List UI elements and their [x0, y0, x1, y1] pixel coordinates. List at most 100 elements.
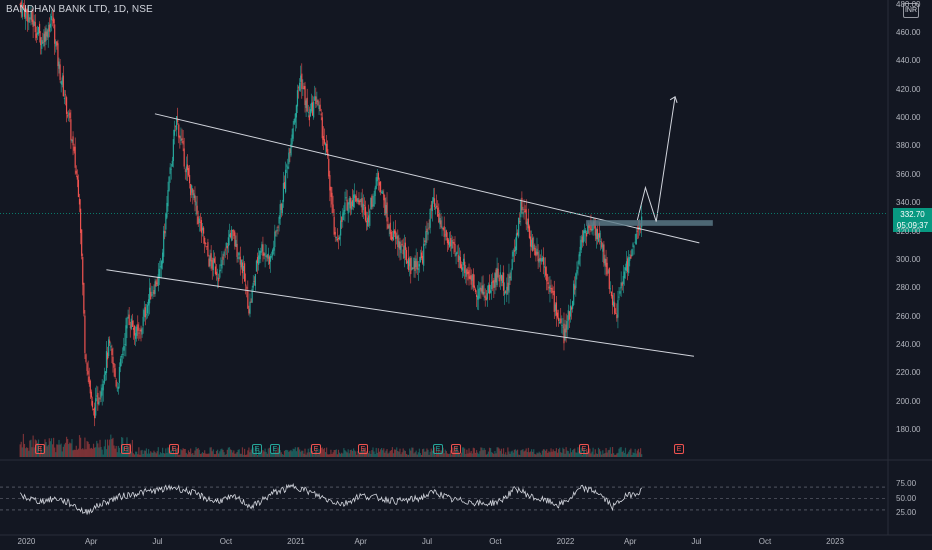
currency-badge[interactable]: INR	[903, 3, 919, 18]
volume-bar	[330, 449, 332, 457]
earnings-marker[interactable]: E	[674, 444, 684, 454]
volume-bar	[605, 448, 607, 457]
volume-bar	[424, 451, 426, 457]
volume-bar	[614, 454, 616, 457]
earnings-marker[interactable]: E	[579, 444, 589, 454]
volume-bar	[22, 433, 25, 457]
candle-body	[399, 241, 401, 250]
volume-bar	[116, 452, 118, 457]
earnings-marker[interactable]: E	[451, 444, 461, 454]
candle-body	[466, 269, 468, 275]
candle-body	[114, 368, 116, 378]
candle-body	[560, 318, 562, 323]
candle-body	[494, 273, 496, 288]
volume-bar	[370, 453, 372, 457]
volume-bar	[166, 452, 168, 457]
volume-bar	[263, 451, 265, 457]
volume-bar	[146, 453, 149, 457]
volume-bar	[92, 443, 95, 457]
candle-body	[19, 4, 21, 5]
volume-bar	[314, 452, 316, 457]
volume-bar	[535, 454, 537, 457]
volume-bar	[235, 453, 237, 457]
volume-bar	[113, 445, 115, 457]
symbol-title[interactable]: BANDHAN BANK LTD, 1D, NSE	[6, 4, 153, 15]
candle-body	[501, 275, 504, 283]
candle-body	[70, 119, 72, 141]
earnings-marker[interactable]: E	[311, 444, 321, 454]
candle-body	[539, 257, 541, 262]
candle-body	[113, 363, 115, 368]
earnings-marker[interactable]: E	[252, 444, 262, 454]
candle-body	[570, 307, 573, 310]
volume-bar	[552, 449, 554, 457]
volume-bar	[471, 453, 473, 457]
earnings-marker[interactable]: E	[35, 444, 45, 454]
volume-bar	[427, 449, 429, 457]
candle-body	[91, 401, 94, 408]
candle-body	[27, 8, 29, 22]
volume-bar	[477, 452, 479, 457]
candle-body	[524, 210, 526, 213]
volume-bar	[357, 451, 359, 457]
volume-bar	[344, 450, 346, 457]
candle-body	[443, 226, 445, 237]
earnings-marker[interactable]: E	[433, 444, 443, 454]
volume-bar	[172, 447, 174, 457]
candle-body	[34, 21, 36, 33]
volume-bar	[377, 448, 379, 457]
volume-bar	[524, 450, 526, 457]
volume-bar	[250, 449, 252, 457]
candle-body	[250, 301, 252, 303]
candle-body	[68, 113, 70, 115]
volume-bar	[625, 454, 628, 457]
candle-body	[343, 210, 345, 215]
candle-body	[321, 117, 323, 139]
candle-body	[249, 301, 251, 314]
volume-bar	[628, 451, 630, 457]
time-tick-label: 2022	[556, 537, 575, 546]
volume-bar	[133, 454, 136, 457]
candle-body	[387, 224, 389, 229]
candle-body	[340, 220, 342, 236]
volume-bar	[96, 440, 98, 457]
candle-body	[213, 258, 215, 263]
candle-body	[184, 170, 186, 172]
candle-body	[490, 290, 492, 293]
candle-body	[100, 391, 102, 398]
candle-body	[396, 236, 398, 239]
volume-bar	[412, 447, 414, 457]
candle-body	[453, 241, 455, 245]
volume-bar	[401, 452, 403, 457]
volume-bar	[473, 448, 476, 457]
volume-bar	[589, 448, 591, 457]
candle-body	[607, 271, 609, 273]
candle-body	[266, 255, 268, 258]
earnings-marker[interactable]: E	[270, 444, 280, 454]
price-tick-label: 220.00	[896, 368, 921, 378]
candle-body	[420, 252, 423, 259]
volume-bar	[64, 442, 67, 457]
volume-bar	[527, 447, 529, 457]
candle-body	[265, 256, 267, 257]
price-tick-label: 340.00	[896, 198, 921, 208]
earnings-marker[interactable]: E	[121, 444, 131, 454]
candle-body	[273, 247, 275, 251]
candle-body	[542, 256, 545, 265]
candle-body	[46, 31, 48, 37]
volume-bar	[23, 443, 26, 457]
candle-body	[278, 216, 280, 224]
candle-body	[410, 257, 412, 275]
candle-body	[317, 99, 319, 106]
volume-bar	[136, 451, 138, 457]
candle-body	[112, 356, 114, 365]
earnings-marker[interactable]: E	[169, 444, 179, 454]
candle-body	[408, 257, 410, 271]
earnings-marker[interactable]: E	[358, 444, 368, 454]
projection-arrowhead	[669, 96, 678, 103]
volume-bar	[549, 452, 551, 457]
volume-bar	[561, 452, 563, 457]
candle-body	[623, 271, 626, 279]
volume-bar	[602, 450, 604, 457]
